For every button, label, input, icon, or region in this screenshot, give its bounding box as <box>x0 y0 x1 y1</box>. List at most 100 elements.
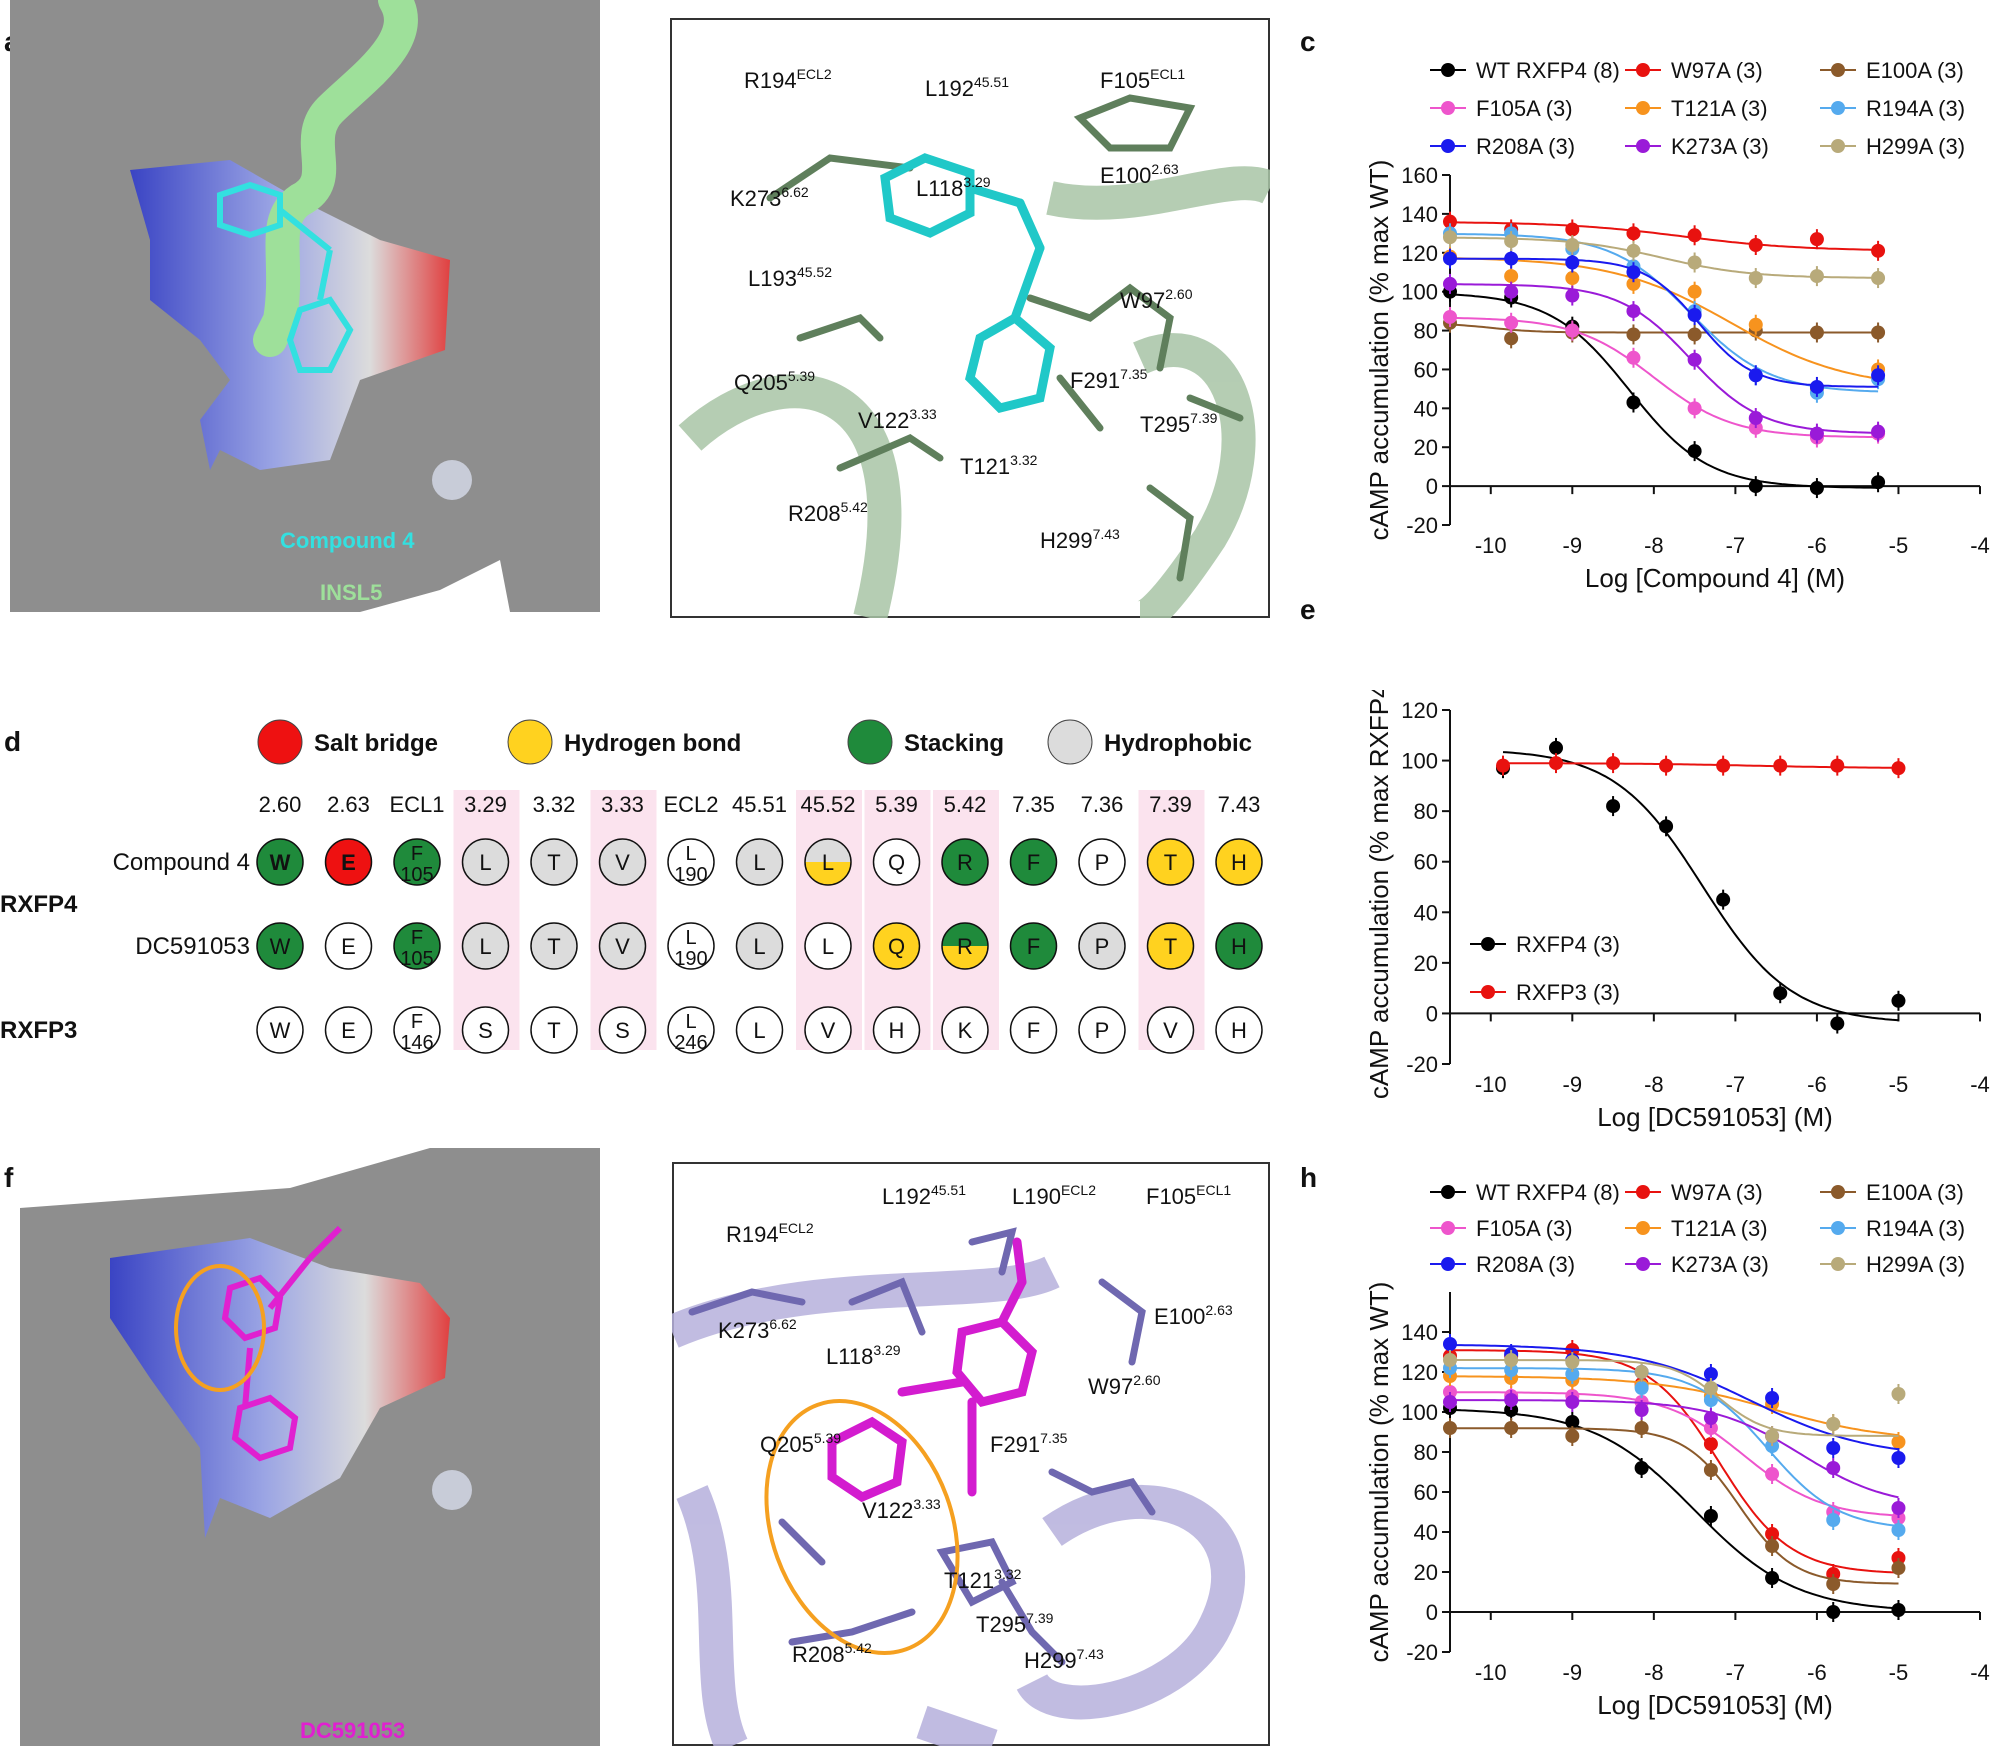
data-point <box>1891 761 1906 776</box>
residue-letter: F <box>1027 1018 1040 1043</box>
residue-circle <box>667 838 715 886</box>
residue-number: 246 <box>674 1032 707 1054</box>
data-point <box>1626 350 1641 365</box>
svg-text:H2997.43: H2997.43 <box>1024 1646 1104 1673</box>
data-point <box>1634 1381 1649 1395</box>
compound-4-label: Compound 4 <box>280 528 415 553</box>
svg-text:L190ECL2: L190ECL2 <box>1012 1182 1096 1209</box>
data-point <box>1891 1501 1906 1515</box>
fit-curve-2 <box>1450 1427 1899 1585</box>
data-point <box>1496 758 1510 773</box>
insl5-label: INSL5 <box>320 580 382 605</box>
data-point <box>1765 1527 1780 1541</box>
residue-letter: L <box>685 843 696 865</box>
svg-text:E1002.63: E1002.63 <box>1100 161 1179 188</box>
legend-marker <box>1441 1221 1455 1235</box>
y-tick-label: 160 <box>1401 163 1438 188</box>
panel-a-surface: Compound 4 INSL5 <box>10 0 600 612</box>
residue-circle <box>667 922 715 970</box>
legend-label: RXFP4 (3) <box>1516 932 1620 957</box>
data-point <box>1443 1337 1457 1351</box>
data-point <box>1443 230 1457 245</box>
svg-text:V1223.33: V1223.33 <box>862 1496 941 1523</box>
legend-label: K273A (3) <box>1671 134 1769 159</box>
residue-sticks <box>688 1227 1156 1666</box>
data-point <box>1565 222 1580 237</box>
svg-text:W972.60: W972.60 <box>1088 1372 1161 1399</box>
fit-curve-3 <box>1449 316 1879 439</box>
data-point <box>1565 238 1580 252</box>
panel-letter-e: e <box>1300 594 1316 625</box>
x-axis-label: Log [DC591053] (M) <box>1597 1102 1833 1132</box>
residue-letter: L <box>822 934 834 959</box>
x-tick-label: -9 <box>1563 1660 1583 1685</box>
legend-label: WT RXFP4 (8) <box>1476 1180 1620 1205</box>
legend-swatch-2 <box>847 719 893 765</box>
svg-text:R194ECL2: R194ECL2 <box>744 66 832 93</box>
residue-number: 146 <box>400 1032 433 1054</box>
residue-letter: L <box>479 934 491 959</box>
residue-letter: V <box>615 850 630 875</box>
data-point <box>1634 1365 1649 1379</box>
legend-label-0: Salt bridge <box>314 730 438 757</box>
legend-marker <box>1481 937 1495 951</box>
residue-top-half <box>942 923 988 946</box>
dc591053-label: DC591053 <box>300 1718 405 1743</box>
x-tick-label: -6 <box>1807 533 1827 558</box>
data-point <box>1826 1441 1841 1455</box>
legend-marker <box>1831 1185 1845 1199</box>
row-label: DC591053 <box>135 933 250 960</box>
y-tick-label: 60 <box>1414 850 1438 875</box>
fit-curve-8 <box>1450 236 1879 279</box>
data-point <box>1687 352 1702 367</box>
position-label: 7.36 <box>1081 792 1124 817</box>
data-point <box>1871 271 1886 286</box>
svg-text:Q2055.39: Q2055.39 <box>734 368 815 395</box>
data-point <box>1565 1429 1580 1443</box>
data-point <box>1504 251 1519 266</box>
residue-letter: P <box>1095 934 1110 959</box>
legend-label: E100A (3) <box>1866 58 1964 83</box>
residue-circle <box>1009 1006 1058 1054</box>
panel-g-residue-labels: L19245.51 L190ECL2 F105ECL1 R194ECL2 K27… <box>718 1182 1233 1673</box>
x-tick-label: -7 <box>1726 1660 1746 1685</box>
data-point <box>1565 1395 1580 1409</box>
residue-circle <box>804 838 852 886</box>
legend-marker <box>1636 139 1650 153</box>
residue-circle <box>1078 922 1126 970</box>
data-point <box>1830 758 1845 773</box>
data-point <box>1659 819 1674 834</box>
residue-letter: E <box>341 850 356 875</box>
chart-e: -20 0 20 40 60 80 100 120 -10 -9 -8 -7 -6 -5 -4 Log [DC… <box>1364 690 1990 1132</box>
data-point <box>1549 740 1563 755</box>
svg-text:F2917.35: F2917.35 <box>1070 366 1148 393</box>
fit-curve-4 <box>1450 1375 1899 1437</box>
data-point <box>1626 243 1641 258</box>
residue-letter: L <box>479 850 491 875</box>
y-tick-label: 140 <box>1401 1320 1438 1345</box>
data-point <box>1565 255 1580 270</box>
residue-circle <box>256 1006 304 1054</box>
data-point <box>1809 232 1824 247</box>
residue-letter: E <box>341 1018 356 1043</box>
residue-letter: H <box>889 1018 905 1043</box>
residue-letter: T <box>547 1018 560 1043</box>
residue-letter: F <box>1027 934 1040 959</box>
residue-circle <box>872 1006 921 1054</box>
pocket-surface <box>110 1238 450 1538</box>
residue-top-half <box>805 839 851 862</box>
position-label: 3.32 <box>533 792 576 817</box>
x-tick-label: -10 <box>1475 533 1507 558</box>
data-point <box>1504 331 1519 346</box>
data-point <box>1504 269 1519 284</box>
panel-d-interaction-table: Salt bridge Hydrogen bond Stacking Hydropho… <box>0 719 1263 1054</box>
y-axis-label: cAMP accumulation (% max WT) <box>1364 160 1394 541</box>
residue-circle <box>598 922 647 970</box>
y-tick-label: 20 <box>1414 435 1438 460</box>
position-label: 5.42 <box>944 792 987 817</box>
x-tick-label: -5 <box>1889 1072 1909 1097</box>
y-tick-label: 60 <box>1414 357 1438 382</box>
y-axis-label: cAMP accumulation (% max WT) <box>1364 1282 1394 1663</box>
legend-label: R208A (3) <box>1476 134 1575 159</box>
residue-circle <box>872 838 921 886</box>
